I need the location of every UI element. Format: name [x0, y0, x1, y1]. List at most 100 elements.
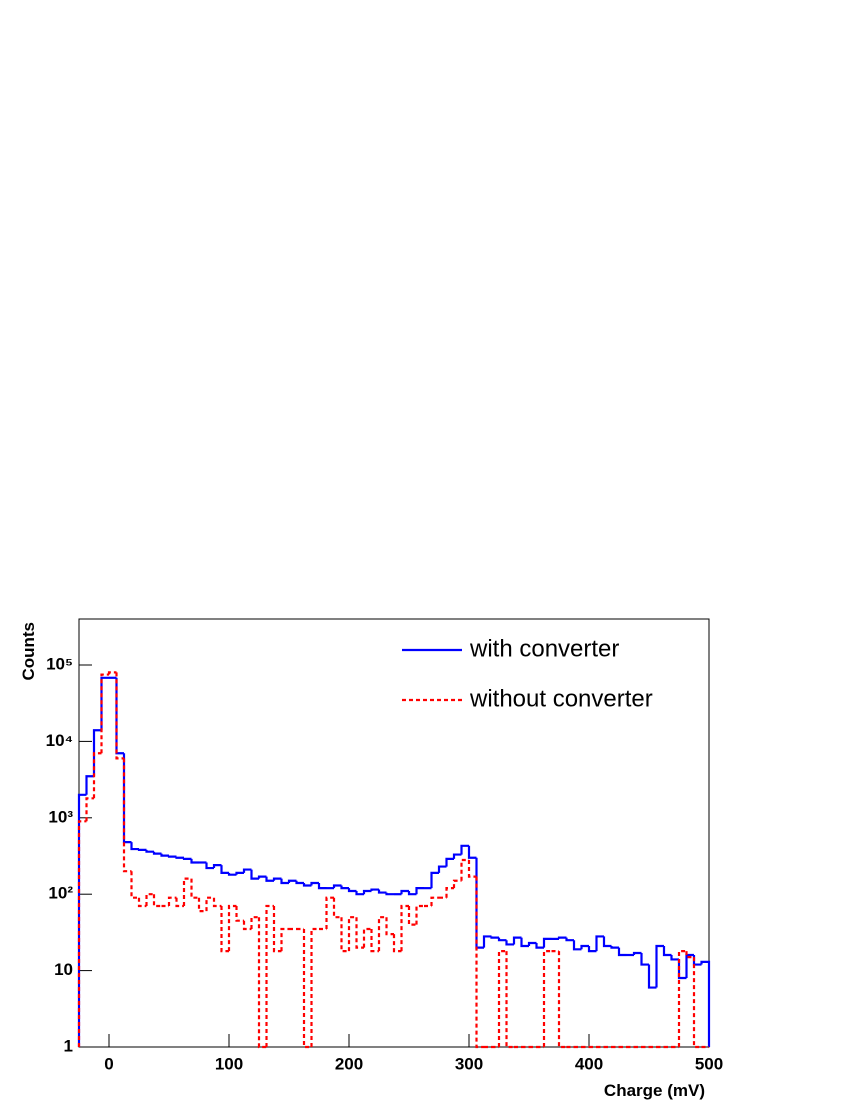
- histogram-bin: [445, 857, 454, 867]
- histogram-bin: [647, 964, 657, 989]
- histogram-bin: [572, 940, 582, 951]
- histogram-bin: [317, 883, 327, 890]
- histogram-bin: [602, 936, 612, 948]
- x-tick-label: 400: [575, 1054, 603, 1073]
- x-axis-title: Charge (mV): [604, 1081, 705, 1100]
- histogram-bin: [280, 927, 289, 952]
- histogram-bin: [685, 951, 694, 959]
- histogram-bin: [512, 936, 522, 945]
- histogram-bin: [452, 879, 462, 889]
- histogram-bin: [220, 906, 229, 953]
- y-tick-label: 10⁵: [46, 654, 73, 673]
- histogram-bin: [535, 942, 544, 949]
- histogram-bin: [430, 896, 439, 907]
- x-tick-label: 500: [695, 1054, 723, 1073]
- histogram-bin: [362, 927, 372, 948]
- histogram-bin: [85, 797, 94, 822]
- histogram-bin: [392, 934, 402, 953]
- histogram-bin: [527, 941, 537, 946]
- histogram-bin: [400, 904, 409, 952]
- histogram-bin: [587, 945, 597, 953]
- legend-label: without converter: [469, 685, 653, 712]
- histogram-bin: [302, 929, 312, 1049]
- histogram-bin: [400, 889, 409, 895]
- histogram-bin: [287, 879, 297, 884]
- histogram-bin: [205, 862, 214, 870]
- histogram-bin: [467, 845, 477, 859]
- histogram-bin: [475, 876, 484, 1049]
- histogram-bin: [670, 955, 679, 961]
- histogram-bin: [115, 672, 124, 760]
- histogram-bin: [655, 944, 664, 988]
- histogram-bin: [347, 888, 357, 893]
- histogram-bin: [542, 949, 552, 1047]
- histogram-bin: [407, 906, 417, 926]
- histogram-bin: [77, 793, 87, 1047]
- histogram-bin: [370, 888, 379, 892]
- histogram-bin: [520, 937, 529, 948]
- histogram-bin: [460, 858, 469, 881]
- legend-label: with converter: [469, 635, 619, 662]
- histogram-bin: [115, 677, 124, 755]
- histogram-bin: [160, 853, 169, 857]
- histogram-bin: [137, 848, 147, 852]
- histogram-bin: [145, 849, 154, 853]
- histogram-bin: [145, 893, 154, 907]
- y-tick-label: 1: [64, 1036, 73, 1055]
- histogram-bin: [272, 877, 282, 881]
- histogram-bin: [310, 927, 319, 1047]
- plot-frame: [78, 618, 710, 1048]
- histogram-bin: [430, 871, 439, 889]
- histogram-bin: [235, 906, 244, 922]
- histogram-bin: [175, 897, 184, 908]
- y-tick-label: 10²: [48, 884, 73, 903]
- histogram-bin: [377, 916, 387, 952]
- histogram-bin: [505, 940, 514, 946]
- histogram-bin: [640, 952, 649, 966]
- histogram-bin: [490, 936, 499, 939]
- histogram-bin: [167, 855, 177, 858]
- x-tick-label: 300: [455, 1054, 483, 1073]
- histogram-bin: [122, 758, 132, 873]
- histogram-bin: [302, 883, 312, 887]
- histogram-bin: [475, 857, 484, 949]
- histogram-bin: [182, 857, 192, 860]
- histogram-bin: [227, 904, 237, 952]
- histogram-bin: [242, 920, 252, 931]
- histogram-bin: [197, 897, 207, 913]
- histogram-bin: [212, 897, 222, 908]
- histogram-bin: [182, 877, 192, 907]
- histogram-bin: [340, 917, 349, 953]
- histogram-bin: [362, 889, 372, 895]
- y-tick-label: 10⁴: [46, 731, 73, 750]
- histogram-bin: [700, 960, 711, 1047]
- histogram-bin: [610, 945, 619, 949]
- histogram-bin: [265, 904, 274, 1047]
- histogram-bin: [152, 851, 162, 855]
- histogram-bin: [190, 858, 199, 864]
- histogram-bin: [497, 949, 507, 1047]
- histogram-bin: [355, 917, 364, 949]
- histogram-bin: [227, 872, 237, 876]
- x-tick-label: 100: [215, 1054, 243, 1073]
- histogram-bin: [445, 887, 454, 898]
- histogram-bin: [257, 917, 267, 1049]
- histogram-bin: [310, 881, 319, 886]
- histogram-bin: [175, 856, 184, 859]
- histogram-bin: [460, 844, 469, 855]
- histogram-bin: [190, 878, 199, 899]
- histogram-bin: [257, 875, 267, 879]
- histogram-bin: [347, 916, 357, 952]
- histogram-bin: [415, 904, 424, 925]
- histogram-bin: [152, 894, 162, 908]
- histogram-bin: [565, 937, 574, 942]
- histogram-bin: [92, 752, 102, 799]
- histogram-bin: [280, 878, 289, 885]
- histogram-bin: [557, 936, 567, 939]
- histogram-bin: [332, 884, 342, 889]
- histogram-bin: [662, 945, 672, 957]
- histogram-bin: [340, 885, 349, 890]
- histogram-bin: [617, 947, 627, 957]
- y-axis-title: Counts: [19, 622, 38, 681]
